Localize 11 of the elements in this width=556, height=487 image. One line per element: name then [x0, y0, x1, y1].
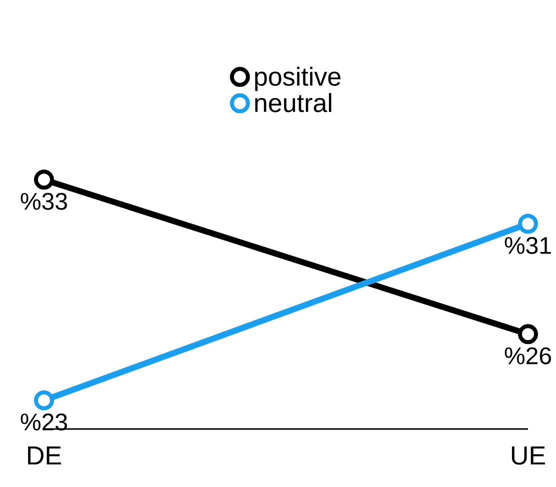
- point: [518, 324, 538, 344]
- x-tick-label: DE: [28, 446, 61, 464]
- data-label: %26: [504, 347, 551, 364]
- legend-label: positive: [255, 66, 340, 91]
- data-label: %33: [20, 192, 67, 210]
- point: [34, 390, 54, 410]
- point: [34, 170, 54, 190]
- point: [518, 214, 538, 234]
- x-tick-label: UE: [512, 446, 545, 465]
- data-label: %31: [504, 237, 551, 254]
- legend-label: neutral: [255, 93, 332, 112]
